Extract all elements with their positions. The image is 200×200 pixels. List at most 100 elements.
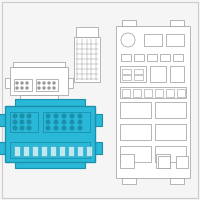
Bar (155, 102, 186, 118)
Bar (10, 142, 90, 158)
Bar (5, 78, 10, 88)
Bar (116, 26, 190, 178)
Bar (170, 20, 184, 26)
Circle shape (21, 87, 23, 89)
Bar (170, 178, 184, 184)
Circle shape (48, 87, 50, 89)
Bar (68, 146, 74, 156)
Bar (86, 146, 92, 156)
Circle shape (62, 114, 66, 118)
Bar (43, 112, 90, 132)
Circle shape (21, 82, 23, 84)
Bar (20, 95, 58, 100)
Bar (59, 146, 65, 156)
Bar (68, 78, 73, 88)
Circle shape (20, 126, 24, 130)
Bar (121, 54, 131, 61)
Bar (144, 89, 152, 97)
Bar (14, 79, 32, 91)
Bar (156, 154, 170, 168)
Bar (144, 34, 162, 46)
Bar (122, 75, 131, 80)
Bar (0, 114, 5, 126)
Bar (133, 89, 141, 97)
Circle shape (20, 114, 24, 118)
Bar (41, 146, 47, 156)
Bar (95, 142, 102, 154)
Circle shape (62, 120, 66, 124)
Bar (122, 20, 136, 26)
Bar (14, 146, 20, 156)
Bar (134, 75, 143, 80)
Circle shape (53, 82, 55, 84)
Bar (134, 69, 143, 74)
Circle shape (48, 82, 50, 84)
Bar (32, 146, 38, 156)
Bar (173, 54, 183, 61)
Circle shape (46, 114, 50, 118)
Bar (166, 89, 174, 97)
Circle shape (43, 82, 45, 84)
Bar (122, 178, 136, 184)
Bar (155, 89, 163, 97)
Circle shape (46, 126, 50, 130)
Bar (10, 67, 68, 95)
Circle shape (16, 87, 18, 89)
Circle shape (26, 82, 28, 84)
Bar (120, 87, 186, 98)
Bar (170, 66, 184, 82)
Bar (120, 124, 151, 140)
Circle shape (62, 126, 66, 130)
Circle shape (13, 120, 17, 124)
Bar (155, 124, 186, 140)
Circle shape (13, 114, 17, 118)
Bar (15, 99, 85, 106)
Bar (122, 69, 131, 74)
Bar (120, 154, 134, 168)
Bar (10, 112, 38, 132)
Bar (160, 54, 170, 61)
Bar (177, 89, 185, 97)
Bar (176, 156, 188, 168)
Bar (155, 146, 186, 162)
Bar (50, 146, 56, 156)
Circle shape (78, 120, 82, 124)
Bar (76, 27, 98, 37)
Bar (150, 66, 166, 82)
Bar (23, 146, 29, 156)
Circle shape (78, 126, 82, 130)
Bar (134, 54, 144, 61)
Circle shape (78, 114, 82, 118)
Circle shape (46, 120, 50, 124)
Circle shape (54, 114, 58, 118)
Circle shape (53, 87, 55, 89)
Circle shape (20, 120, 24, 124)
Bar (0, 142, 5, 154)
Circle shape (43, 87, 45, 89)
Bar (77, 146, 83, 156)
Circle shape (70, 120, 74, 124)
Bar (122, 89, 130, 97)
Bar (5, 106, 95, 162)
Circle shape (27, 114, 31, 118)
Bar (36, 79, 58, 91)
Circle shape (54, 126, 58, 130)
Bar (74, 37, 100, 82)
Bar (15, 161, 85, 168)
Circle shape (26, 87, 28, 89)
Circle shape (27, 120, 31, 124)
Circle shape (54, 120, 58, 124)
Bar (13, 62, 65, 67)
Circle shape (27, 126, 31, 130)
Circle shape (16, 82, 18, 84)
Circle shape (38, 82, 40, 84)
Circle shape (70, 126, 74, 130)
Bar (158, 156, 170, 168)
Bar (120, 66, 146, 82)
Circle shape (13, 126, 17, 130)
Bar (120, 146, 151, 162)
Bar (147, 54, 157, 61)
Bar (95, 114, 102, 126)
Bar (166, 34, 184, 46)
Circle shape (70, 114, 74, 118)
